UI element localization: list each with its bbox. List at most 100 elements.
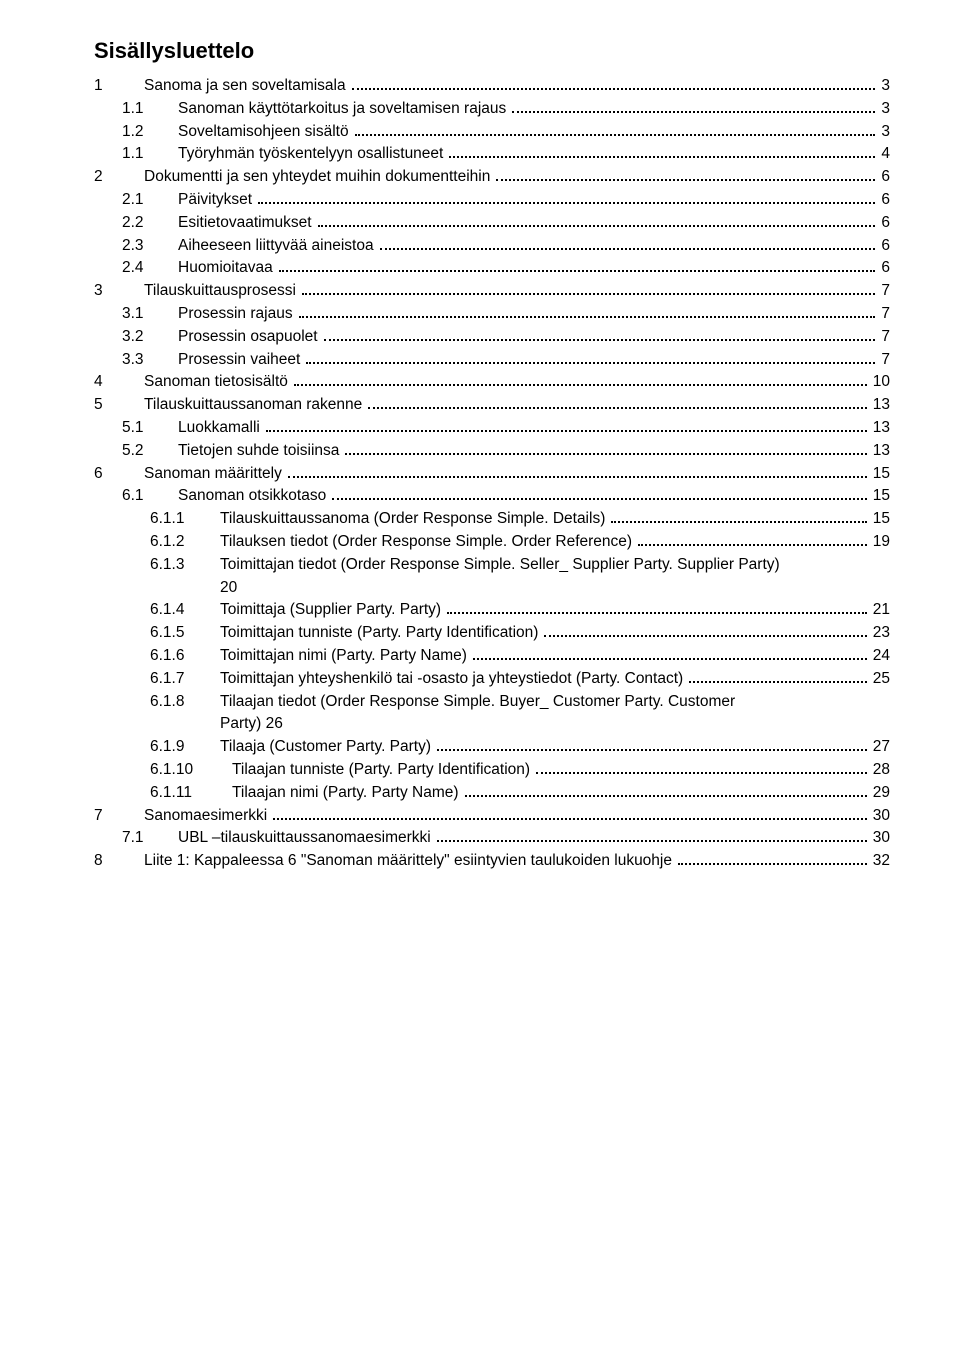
toc-number: 6.1.4	[150, 602, 220, 618]
toc-page-number: 25	[869, 671, 890, 687]
toc-entry: 6.1.6Toimittajan nimi (Party. Party Name…	[94, 648, 890, 664]
toc-number: 8	[94, 853, 144, 869]
toc-entry: 3.1Prosessin rajaus 7	[94, 306, 890, 322]
toc-entry: 2.3Aiheeseen liittyvää aineistoa 6	[94, 238, 890, 254]
toc-label: Työryhmän työskentelyyn osallistuneet	[178, 146, 447, 162]
toc-label: Tilauksen tiedot (Order Response Simple.…	[220, 534, 636, 550]
toc-page-number: 29	[869, 785, 890, 801]
toc-entry: 6.1.8Tilaajan tiedot (Order Response Sim…	[94, 694, 890, 710]
toc-number: 7	[94, 808, 144, 824]
toc-continuation-text: 20	[220, 580, 241, 596]
toc-leader-dots	[678, 863, 867, 865]
toc-entry: 6.1.5Toimittajan tunniste (Party. Party …	[94, 625, 890, 641]
toc-leader-dots	[352, 88, 876, 90]
toc-page-number: 6	[877, 169, 890, 185]
toc-page-number: 6	[877, 192, 890, 208]
toc-entry-continuation: Party) 26	[94, 716, 890, 732]
toc-page-number: 27	[869, 739, 890, 755]
toc-number: 2.2	[122, 215, 178, 231]
toc-page-number: 15	[869, 466, 890, 482]
toc-number: 1	[94, 78, 144, 94]
toc-page-number: 7	[877, 329, 890, 345]
toc-entry: 1.1Työryhmän työskentelyyn osallistuneet…	[94, 146, 890, 162]
toc-label: Esitietovaatimukset	[178, 215, 316, 231]
toc-entry: 6.1.4Toimittaja (Supplier Party. Party)2…	[94, 602, 890, 618]
toc-entry: 5.2Tietojen suhde toisiinsa13	[94, 443, 890, 459]
toc-number: 1.2	[122, 124, 178, 140]
toc-leader-dots	[345, 453, 866, 455]
toc-page-number: 6	[877, 215, 890, 231]
toc-number: 4	[94, 374, 144, 390]
toc-number: 3.2	[122, 329, 178, 345]
toc-page-number: 6	[877, 238, 890, 254]
toc-label: Huomioitavaa	[178, 260, 277, 276]
toc-label: Dokumentti ja sen yhteydet muihin dokume…	[144, 169, 494, 185]
toc-page-number: 23	[869, 625, 890, 641]
toc-page-number: 7	[877, 306, 890, 322]
toc-label: Toimittajan nimi (Party. Party Name)	[220, 648, 471, 664]
toc-page-number: 15	[869, 511, 890, 527]
toc-entry: 2.2Esitietovaatimukset 6	[94, 215, 890, 231]
toc-page-number: 24	[869, 648, 890, 664]
toc-label: Sanoman tietosisältö	[144, 374, 292, 390]
toc-entry: 7.1UBL –tilauskuittaussanomaesimerkki30	[94, 830, 890, 846]
toc-number: 6.1.7	[150, 671, 220, 687]
toc-entry: 1Sanoma ja sen soveltamisala3	[94, 78, 890, 94]
toc-label: Toimittajan yhteyshenkilö tai -osasto ja…	[220, 671, 687, 687]
toc-label: Tietojen suhde toisiinsa	[178, 443, 343, 459]
toc-entry: 2.1Päivitykset6	[94, 192, 890, 208]
toc-number: 1.1	[122, 101, 178, 117]
toc-entry: 6.1.7Toimittajan yhteyshenkilö tai -osas…	[94, 671, 890, 687]
toc-label: Toimittaja (Supplier Party. Party)	[220, 602, 445, 618]
toc-leader-dots	[299, 316, 876, 318]
toc-leader-dots	[689, 681, 867, 683]
toc-label: Toimittajan tunniste (Party. Party Ident…	[220, 625, 542, 641]
toc-number: 6	[94, 466, 144, 482]
toc-label: Prosessin rajaus	[178, 306, 297, 322]
toc-page-number: 28	[869, 762, 890, 778]
toc-label: Aiheeseen liittyvää aineistoa	[178, 238, 378, 254]
toc-label: Prosessin osapuolet	[178, 329, 322, 345]
toc-number: 2.3	[122, 238, 178, 254]
toc-page-number: 15	[869, 488, 890, 504]
toc-entry: 8Liite 1: Kappaleessa 6 "Sanoman määritt…	[94, 853, 890, 869]
toc-number: 6.1.9	[150, 739, 220, 755]
toc-entry: 6.1.10Tilaajan tunniste (Party. Party Id…	[94, 762, 890, 778]
toc-leader-dots	[465, 795, 867, 797]
toc-leader-dots	[273, 818, 867, 820]
toc-entry: 6.1.9Tilaaja (Customer Party. Party) 27	[94, 739, 890, 755]
toc-entry: 6.1Sanoman otsikkotaso15	[94, 488, 890, 504]
toc-leader-dots	[266, 430, 867, 432]
toc-entry: 5Tilauskuittaussanoman rakenne13	[94, 397, 890, 413]
toc-page-number: 10	[869, 374, 890, 390]
toc-leader-dots	[449, 156, 875, 158]
toc-page-number: 6	[877, 260, 890, 276]
toc-label: Sanoman käyttötarkoitus ja soveltamisen …	[178, 101, 510, 117]
toc-entry: 2Dokumentti ja sen yhteydet muihin dokum…	[94, 169, 890, 185]
toc-label: Sanoman otsikkotaso	[178, 488, 330, 504]
toc-page-number: 13	[869, 397, 890, 413]
toc-leader-dots	[437, 749, 867, 751]
toc-label: Tilaajan tunniste (Party. Party Identifi…	[232, 762, 534, 778]
toc-page-number: 4	[877, 146, 890, 162]
toc-entry: 6.1.3Toimittajan tiedot (Order Response …	[94, 557, 890, 573]
toc-number: 1.1	[122, 146, 178, 162]
toc-label: Tilauskuittausprosessi	[144, 283, 300, 299]
toc-page-number: 30	[869, 808, 890, 824]
toc-label: Prosessin vaiheet	[178, 352, 304, 368]
table-of-contents: 1Sanoma ja sen soveltamisala31.1Sanoman …	[94, 78, 890, 869]
toc-leader-dots	[544, 635, 866, 637]
toc-label: Tilaaja (Customer Party. Party)	[220, 739, 435, 755]
toc-number: 3.1	[122, 306, 178, 322]
toc-number: 2.1	[122, 192, 178, 208]
toc-entry-continuation: 20	[94, 580, 890, 596]
toc-page-number: 13	[869, 420, 890, 436]
toc-leader-dots	[536, 772, 867, 774]
toc-page-number: 19	[869, 534, 890, 550]
toc-leader-dots	[258, 202, 875, 204]
toc-entry: 3.3Prosessin vaiheet7	[94, 352, 890, 368]
toc-number: 6.1.6	[150, 648, 220, 664]
toc-number: 6.1.2	[150, 534, 220, 550]
toc-leader-dots	[473, 658, 867, 660]
toc-leader-dots	[318, 225, 876, 227]
